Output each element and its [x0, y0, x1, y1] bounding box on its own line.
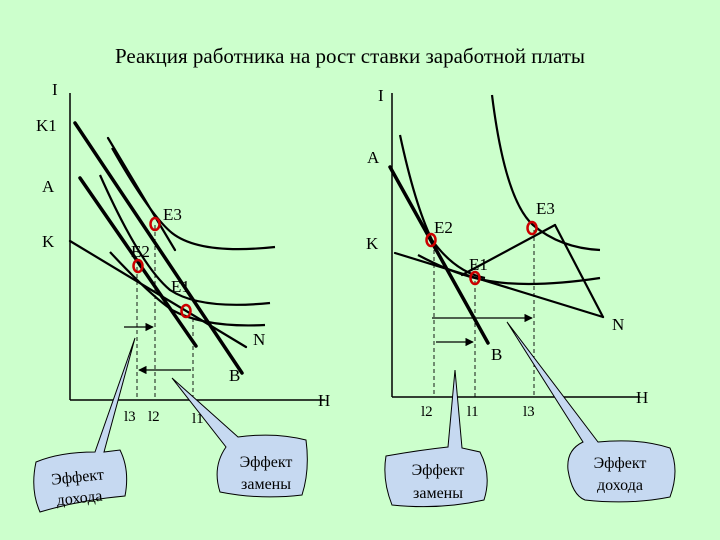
- right-label-b: B: [491, 345, 502, 364]
- left-label-k: K: [42, 232, 55, 251]
- right-point-e3: [526, 220, 538, 236]
- callout-line-2: замены: [241, 476, 291, 493]
- right-budget-line-k: [393, 251, 605, 319]
- right-label-e3: E3: [536, 199, 555, 218]
- left-label-a: A: [42, 177, 55, 196]
- left-label-e2: E2: [131, 242, 150, 261]
- right-budget-line-a: [388, 165, 490, 345]
- left-label-n: N: [253, 330, 265, 349]
- right-indifference-curve-e1: [417, 254, 601, 286]
- left-label-k1: K1: [36, 116, 57, 135]
- left-axis-y-label: I: [52, 80, 58, 99]
- callout-line-1: Эффект: [412, 462, 465, 479]
- left-label-l2: l2: [148, 409, 160, 425]
- callout-substitution-left: Эффект замены: [171, 377, 308, 498]
- callout-shape: [384, 369, 488, 508]
- callout-shape: [33, 337, 136, 513]
- callout-line-1: Эффект: [594, 455, 647, 472]
- left-point-e2: [132, 258, 144, 274]
- right-axis-x-label: H: [636, 388, 648, 407]
- left-label-l3: l3: [124, 409, 136, 425]
- left-panel: I H K1 A K E3 E2 E1 N B l3 l2 l1: [36, 80, 330, 427]
- right-point-e2: [425, 232, 437, 248]
- right-panel: I H A K E3 E2 E1 N B l2 l1 l3: [366, 86, 648, 420]
- right-label-a: A: [367, 148, 380, 167]
- left-indifference-curve-e1: [109, 251, 266, 327]
- right-indifference-curve-e2: [398, 134, 486, 280]
- left-label-e1: E1: [171, 277, 190, 296]
- callout-shape: [506, 321, 676, 503]
- left-axis-x-label: H: [318, 391, 330, 410]
- callout-line-2: дохода: [56, 488, 103, 510]
- left-short-line: [106, 136, 177, 252]
- right-budget-line-e3-n: [553, 223, 605, 319]
- callout-income-effect-left: Эффект дохода: [33, 337, 136, 513]
- right-label-l1: l1: [467, 404, 479, 420]
- right-label-l2: l2: [421, 404, 433, 420]
- left-label-l1: l1: [192, 411, 204, 427]
- callout-line-1: Эффект: [50, 466, 104, 488]
- left-indifference-curve-e2: [98, 174, 271, 306]
- right-label-n: N: [612, 315, 624, 334]
- callout-line-1: Эффект: [240, 454, 293, 471]
- left-point-e3: [149, 216, 161, 232]
- left-budget-line-kb: [68, 239, 248, 349]
- right-budget-line-e1-e3: [460, 223, 557, 277]
- right-axis-y-label: I: [378, 86, 384, 105]
- right-indifference-curve-e3: [490, 94, 601, 252]
- callout-shape: [171, 377, 308, 498]
- right-point-e1: [469, 270, 481, 286]
- right-label-e2: E2: [434, 218, 453, 237]
- callout-substitution-right: Эффект замены: [384, 369, 488, 508]
- right-label-e1: E1: [469, 255, 488, 274]
- right-label-l3: l3: [523, 404, 535, 420]
- left-budget-line-k1: [73, 121, 244, 375]
- left-point-e1: [180, 303, 192, 319]
- left-label-b: B: [229, 366, 240, 385]
- left-indifference-curve-e3: [111, 147, 276, 251]
- callout-line-2: замены: [413, 485, 463, 502]
- callout-line-2: дохода: [597, 477, 643, 494]
- left-budget-line-a: [78, 176, 198, 348]
- callout-income-effect-right: Эффект дохода: [506, 321, 676, 503]
- left-label-e3: E3: [163, 205, 182, 224]
- slide-title: Реакция работника на рост ставки заработ…: [115, 44, 585, 68]
- right-label-k: K: [366, 234, 379, 253]
